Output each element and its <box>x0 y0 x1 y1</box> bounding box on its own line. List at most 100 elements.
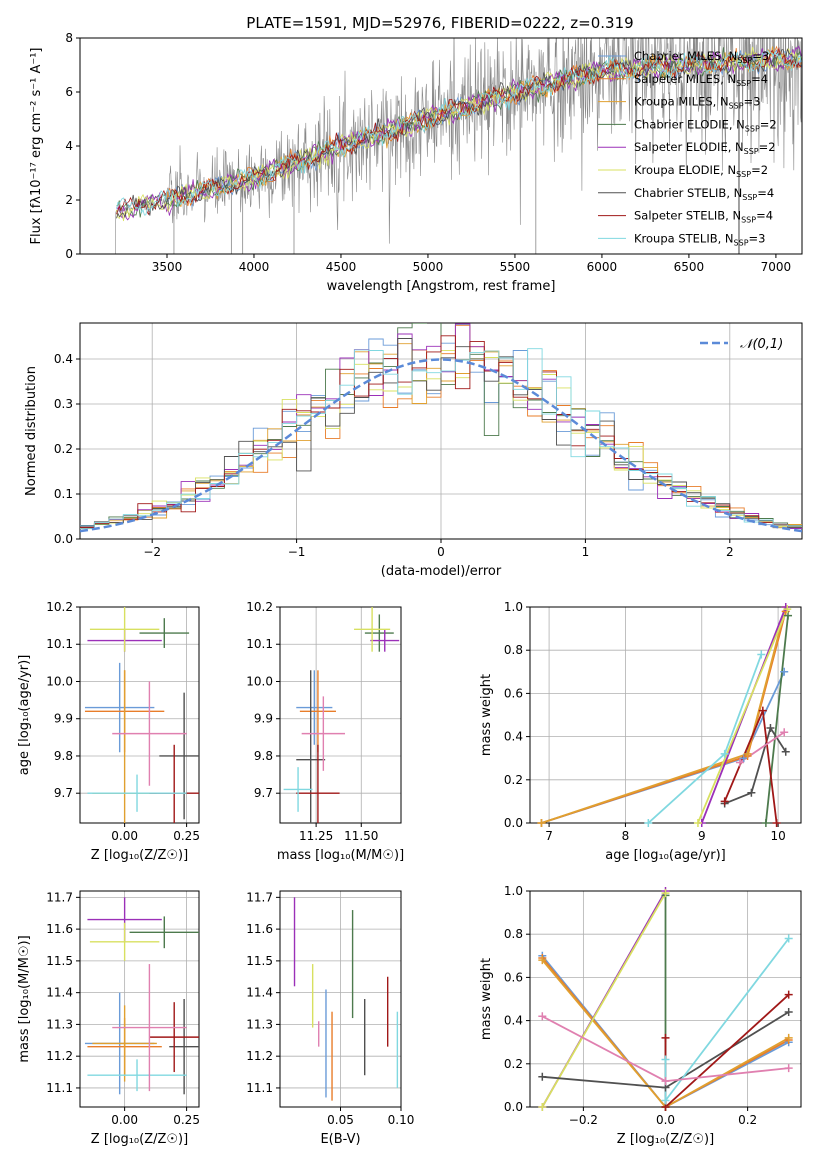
y-tick-label: 0.8 <box>504 643 523 657</box>
y-tick-label: 0.2 <box>504 773 523 787</box>
x-axis-label: E(B-V) <box>320 1132 360 1147</box>
y-tick-label: 0.8 <box>504 927 523 941</box>
legend-subscript: SSP <box>729 102 744 111</box>
y-tick-label: 11.4 <box>46 986 73 1000</box>
y-tick-label: 11.3 <box>46 1017 73 1031</box>
cross-marker <box>761 819 770 827</box>
y-tick-label: 1.0 <box>504 884 523 898</box>
weight-line <box>541 955 790 1107</box>
normal-curve-line <box>80 358 802 533</box>
y-tick-label: 0.4 <box>504 1014 523 1028</box>
x-tick-label: 0.0 <box>656 1113 675 1127</box>
legend-label: 𝒩(0,1) <box>740 337 783 352</box>
model-spectrum-line <box>116 46 802 222</box>
weight-line <box>541 959 790 1107</box>
y-tick-label: 10.1 <box>246 637 273 651</box>
cross-marker <box>661 1033 670 1042</box>
y-tick-label: 11.2 <box>246 1049 273 1063</box>
x-tick-label: 4500 <box>326 260 357 274</box>
legend-value: =4 <box>751 72 768 86</box>
mass-weight-vs-metallicity-panel: −0.2 0.0 0.2 0.0 0.2 0.4 0.6 0.8 1.0 Z [log₁₀(Z/Z… <box>479 884 802 1147</box>
y-tick-label: 9.8 <box>54 749 73 763</box>
x-tick-label: 0.25 <box>173 1113 200 1127</box>
legend-value: =4 <box>757 186 774 200</box>
y-tick-label: 11.6 <box>246 922 273 936</box>
y-tick-label: 11.6 <box>46 922 73 936</box>
x-tick-label: 0.25 <box>173 829 200 843</box>
legend-subscript: SSP <box>744 147 759 156</box>
cross-marker <box>784 1033 793 1042</box>
legend-label: Salpeter STELIB, NSSP=4 <box>634 209 773 225</box>
y-tick-label: 0.4 <box>54 352 73 366</box>
y-tick-label: 0.2 <box>504 1057 523 1071</box>
mass-vs-metallicity-panel: 0.00 0.25 11.1 11.2 11.3 11.4 11.5 11.6 11.7 Z [l… <box>17 890 200 1147</box>
legend-subscript: SSP <box>736 170 751 179</box>
x-tick-label: 10 <box>770 829 785 843</box>
y-tick-label: 0.0 <box>504 816 523 830</box>
legend-subscript: SSP <box>742 193 757 202</box>
y-tick-label: 1.0 <box>504 600 523 614</box>
y-axis-label: mass [log₁₀(M/M☉)] <box>17 935 32 1062</box>
x-tick-label: 0.00 <box>111 829 138 843</box>
y-tick-label: 0.2 <box>54 442 73 456</box>
cross-marker <box>693 819 702 827</box>
y-tick-label: 8 <box>65 31 73 45</box>
cross-marker <box>743 749 752 758</box>
cross-marker <box>772 819 781 827</box>
cross-marker <box>661 1096 670 1105</box>
y-tick-label: 10.0 <box>246 674 273 688</box>
plot-area <box>84 897 199 1095</box>
y-tick-label: 10.1 <box>46 637 73 651</box>
y-tick-label: 11.1 <box>46 1081 73 1095</box>
cross-marker <box>784 934 793 943</box>
y-tick-label: 9.9 <box>54 712 73 726</box>
x-tick-label: 5000 <box>413 260 444 274</box>
x-tick-label: −0.2 <box>569 1113 598 1127</box>
legend-label: Chabrier MILES, NSSP=3 <box>634 49 769 65</box>
cross-marker <box>780 728 789 737</box>
plot-area <box>84 607 199 823</box>
x-tick-label: 9 <box>698 829 706 843</box>
cross-marker <box>538 956 547 965</box>
x-tick-label: 11.50 <box>344 829 378 843</box>
mass-vs-extinction-panel: 0.05 0.10 11.1 11.2 11.3 11.4 11.5 11.6 11.7 E(B-… <box>246 890 414 1147</box>
weight-line <box>541 607 787 823</box>
x-axis-label: Z [log₁₀(Z/Z☉)] <box>91 848 188 863</box>
x-tick-label: 0.00 <box>111 1113 138 1127</box>
legend-value: =2 <box>751 163 768 177</box>
y-tick-label: 6 <box>65 85 73 99</box>
y-tick-label: 10.2 <box>246 600 273 614</box>
x-axis-label: (data-model)/error <box>381 564 502 579</box>
y-tick-label: 0.6 <box>504 970 523 984</box>
cross-marker <box>538 1072 547 1081</box>
weight-line <box>541 611 787 823</box>
cross-marker <box>757 650 766 659</box>
legend-value: =2 <box>759 140 776 154</box>
y-tick-label: 11.5 <box>46 954 73 968</box>
legend-label: Kroupa STELIB, NSSP=3 <box>634 231 765 247</box>
spectrum-panel: 3500 4000 4500 5000 5500 6000 6500 7000 0 2 4 6 8 wav… <box>29 31 803 294</box>
x-tick-label: 5500 <box>500 260 531 274</box>
plot-area <box>541 891 790 1107</box>
legend-value: =4 <box>756 209 773 223</box>
cross-marker <box>538 1103 547 1111</box>
y-tick-label: 0 <box>65 247 73 261</box>
age-vs-metallicity-panel: 0.00 0.25 9.7 9.8 9.9 10.0 10.1 10.2 Z [log₁₀(Z/… <box>17 600 200 863</box>
cross-marker <box>661 1055 670 1064</box>
legend-value: =2 <box>760 117 777 131</box>
legend-value: =3 <box>752 49 769 63</box>
y-tick-label: 0.0 <box>54 532 73 546</box>
cross-marker <box>661 1077 670 1086</box>
y-tick-label: 11.7 <box>46 890 73 904</box>
plot-frame <box>79 890 200 1108</box>
y-tick-label: 4 <box>65 139 73 153</box>
cross-marker <box>735 758 744 767</box>
cross-marker <box>783 605 792 614</box>
y-axis-label: age [log₁₀(age/yr)] <box>17 655 32 776</box>
plot-frame <box>279 606 402 824</box>
weight-line <box>765 615 789 823</box>
legend-label: Kroupa MILES, NSSP=3 <box>634 95 760 111</box>
x-tick-label: 7 <box>545 829 553 843</box>
weight-line <box>647 654 763 823</box>
